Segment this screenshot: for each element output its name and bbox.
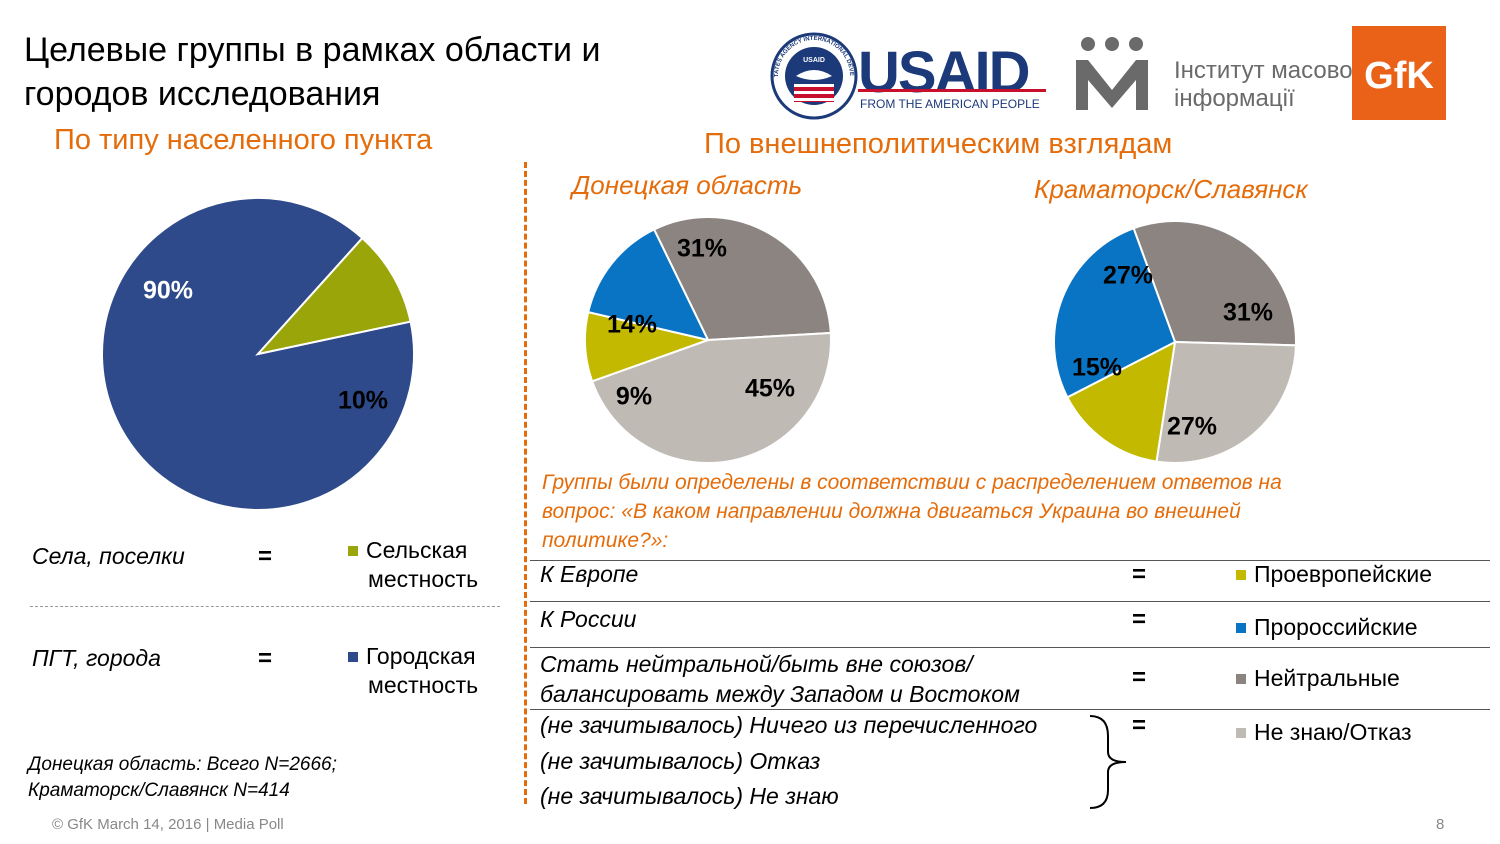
pie-1-label-2: 9% [616, 383, 652, 411]
right-legend-key-neutral: Нейтральные [1236, 664, 1400, 693]
right-legend-rule-2 [530, 601, 1490, 602]
gfk-logo: GfK [1352, 26, 1446, 120]
right-legend-key-2: Пророссийские [1254, 614, 1418, 640]
pie-2-label-0: 31% [1223, 299, 1273, 327]
rural-swatch [348, 546, 358, 556]
sample-note: Донецкая область: Всего N=2666; Краматор… [28, 752, 337, 804]
pie-2-label-1: 27% [1167, 413, 1217, 441]
pie-2-slice-3 [1053, 227, 1177, 399]
pie-2-slice-1 [1155, 340, 1297, 464]
pie-2-slice-0 [1132, 220, 1297, 347]
left-legend-key-1-line-2: местность [368, 566, 479, 592]
pie-1-label-0: 31% [677, 235, 727, 263]
right-legend-eq-3: = [1132, 664, 1147, 691]
right-legend-answer-2: К России [540, 606, 637, 632]
left-legend-key-urban: Городская местность [348, 642, 478, 700]
left-legend-eq-1: = [258, 543, 273, 570]
footer-copyright: © GfK March 14, 2016 | Media Poll [52, 816, 284, 833]
pro-eu-swatch [1236, 570, 1246, 580]
pie-1-label-3: 14% [607, 311, 657, 339]
right-legend-answer-3-line-2: балансировать между Западом и Востоком [540, 681, 1020, 707]
imi-logo-line-1: Інститут масової [1174, 57, 1360, 84]
left-legend-source-2: ПГТ, города [32, 645, 161, 671]
right-legend-key-dk: Не знаю/Отказ [1236, 718, 1412, 747]
usaid-tagline: FROM THE AMERICAN PEOPLE [860, 97, 1040, 111]
pro-ru-swatch [1236, 623, 1246, 633]
left-legend-separator [30, 606, 500, 607]
page-title-line-2: городов исследования [24, 75, 381, 113]
pie-1-slice-1 [590, 331, 832, 464]
right-legend-eq-4: = [1132, 712, 1147, 739]
right-legend-key-3: Нейтральные [1254, 665, 1400, 691]
left-legend-source-1: Села, поселки [32, 543, 185, 569]
pie-2-label-3: 27% [1103, 262, 1153, 290]
pie-1-label-1: 45% [745, 375, 795, 403]
pie-1-slice-0 [652, 216, 832, 342]
groups-note-line-3: политике?»: [542, 529, 669, 552]
chart-title-kramatorsk: Краматорск/Славянск [1034, 174, 1308, 204]
groups-note: Группы были определены в соответствии с … [542, 468, 1282, 555]
dk-swatch [1236, 728, 1246, 738]
pie-2-slice-2 [1066, 340, 1177, 463]
logo-bar: USAID UNITED STATES AGENCY INTERNATIONAL… [768, 22, 1500, 122]
left-legend-key-2-line-1: Городская [366, 643, 476, 669]
left-legend-key-rural: Сельская местность [348, 536, 478, 594]
right-legend-rule-1 [530, 560, 1490, 561]
dk-item-3: (не зачитывалось) Не знаю [540, 783, 839, 809]
pie-0-slice-1 [255, 236, 412, 356]
pie-0-label-0: 90% [143, 277, 193, 305]
gfk-logo-text: GfK [1364, 55, 1434, 97]
left-subtitle: По типу населенного пункта [54, 124, 433, 156]
pie-0-label-1: 10% [338, 387, 388, 415]
right-legend-eq-1: = [1132, 561, 1147, 588]
right-legend-eq-2: = [1132, 606, 1147, 633]
page-title: Целевые группы в рамках области и городо… [24, 28, 600, 116]
left-legend-eq-2: = [258, 645, 273, 672]
vertical-divider [524, 162, 527, 804]
right-legend-rule-4 [530, 709, 1490, 710]
groups-note-line-1: Группы были определены в соответствии с … [542, 471, 1282, 494]
page-number: 8 [1436, 816, 1445, 833]
left-legend-key-1-line-1: Сельская [366, 537, 468, 563]
chart-title-donetsk: Донецкая область [572, 170, 803, 200]
pie-1-slice-3 [586, 228, 710, 342]
neutral-swatch [1236, 674, 1246, 684]
sample-note-line-1: Донецкая область: Всего N=2666; [28, 754, 337, 775]
groups-note-line-2: вопрос: «В каком направлении должна двиг… [542, 500, 1241, 523]
imi-logo-mark [1076, 37, 1148, 110]
right-legend-answer-1: К Европе [540, 561, 639, 587]
right-subtitle: По внешнеполитическим взглядам [704, 128, 1173, 160]
dk-item-1: (не зачитывалось) Ничего из перечисленно… [540, 712, 1038, 738]
usaid-wordmark: USAID [858, 40, 1029, 105]
sample-note-line-2: Краматорск/Славянск N=414 [28, 780, 290, 801]
pie-0-slice-0 [101, 197, 415, 511]
right-legend-key-pro-ru: Пророссийские [1236, 613, 1418, 642]
right-legend-rule-3 [530, 647, 1490, 648]
page-title-line-1: Целевые группы в рамках области и [24, 31, 601, 69]
right-legend-key-4: Не знаю/Отказ [1254, 719, 1412, 745]
right-legend-answer-3: Стать нейтральной/быть вне союзов/ балан… [540, 649, 1020, 709]
right-legend-key-pro-eu: Проевропейские [1236, 560, 1432, 589]
pie-2-label-2: 15% [1072, 354, 1122, 382]
urban-swatch [348, 652, 358, 662]
imi-logo-line-2: інформації [1174, 85, 1295, 112]
brace-icon [1089, 715, 1127, 809]
right-legend-answer-3-line-1: Стать нейтральной/быть вне союзов/ [540, 651, 973, 677]
left-legend-key-2-line-2: местность [368, 672, 479, 698]
dk-item-2: (не зачитывалось) Отказ [540, 748, 821, 774]
right-legend-key-1: Проевропейские [1254, 561, 1433, 587]
usaid-seal-inner: USAID [803, 57, 825, 64]
